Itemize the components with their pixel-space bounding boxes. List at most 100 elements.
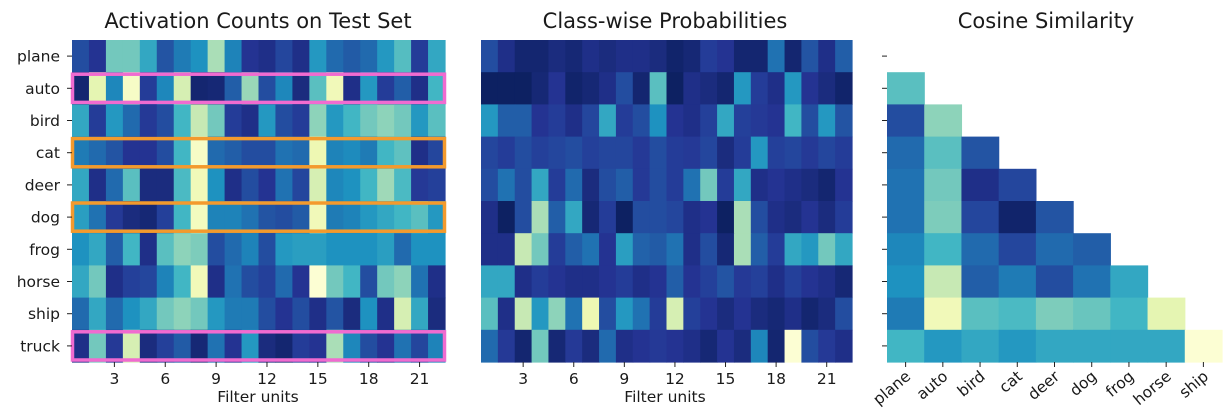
heatmap-cell bbox=[156, 40, 175, 73]
y-tick-label: horse bbox=[17, 273, 60, 291]
heatmap-cell bbox=[961, 201, 1000, 234]
heatmap-cell bbox=[309, 201, 327, 234]
row-highlight-box bbox=[70, 72, 447, 105]
heatmap-cell bbox=[801, 233, 819, 266]
heatmap-cell bbox=[377, 136, 395, 170]
heatmap-cell bbox=[360, 40, 378, 73]
heatmap-cell bbox=[582, 265, 600, 299]
heatmap-cell bbox=[717, 168, 735, 202]
heatmap-cell bbox=[615, 297, 634, 331]
heatmap-cell bbox=[1110, 265, 1149, 299]
heatmap-cell bbox=[887, 329, 925, 363]
heatmap-cell bbox=[88, 136, 107, 170]
x-tick-label: dog bbox=[1066, 367, 1100, 400]
heatmap-cell bbox=[377, 201, 395, 234]
heatmap-cell bbox=[241, 136, 260, 170]
heatmap-cell bbox=[717, 329, 735, 363]
heatmap-cell bbox=[173, 201, 192, 234]
heatmap-cell bbox=[514, 104, 533, 138]
heatmap-cell bbox=[683, 40, 701, 73]
heatmap-cell bbox=[531, 168, 550, 202]
heatmap-cell bbox=[784, 104, 803, 138]
heatmap-cell bbox=[514, 233, 533, 266]
heatmap-cell bbox=[818, 201, 836, 234]
heatmap-cell bbox=[717, 201, 735, 234]
heatmap-cell bbox=[683, 136, 701, 170]
heatmap-cell bbox=[105, 233, 124, 266]
heatmap-cell bbox=[241, 265, 260, 299]
heatmap-cell bbox=[481, 265, 499, 299]
heatmap-cell bbox=[105, 297, 124, 331]
heatmap-cell bbox=[207, 201, 226, 234]
heatmap-cell bbox=[497, 72, 516, 105]
heatmap-cell bbox=[207, 104, 226, 138]
heatmap-cell bbox=[394, 201, 412, 234]
heatmap-cell bbox=[514, 136, 533, 170]
heatmap-cell bbox=[326, 40, 344, 73]
heatmap-cell bbox=[835, 168, 853, 202]
heatmap-cell bbox=[241, 104, 260, 138]
heatmap-cell bbox=[139, 40, 158, 73]
x-tick-label: horse bbox=[1130, 367, 1175, 409]
heatmap-cell bbox=[615, 72, 634, 105]
heatmap-cell bbox=[683, 297, 701, 331]
heatmap-cell bbox=[122, 329, 141, 363]
heatmap-cell bbox=[394, 297, 412, 331]
heatmap-cell bbox=[683, 168, 701, 202]
heatmap-cell bbox=[343, 168, 361, 202]
heatmap-cell bbox=[887, 233, 925, 266]
heatmap-cell bbox=[122, 168, 141, 202]
heatmap-cell bbox=[767, 136, 786, 170]
heatmap-cell bbox=[649, 104, 668, 138]
heatmap-cell bbox=[105, 136, 124, 170]
heatmap-cell bbox=[377, 265, 395, 299]
heatmap-cell bbox=[156, 168, 175, 202]
heatmap-cell bbox=[309, 233, 327, 266]
heatmap-cell bbox=[1035, 201, 1074, 234]
heatmap-cell bbox=[666, 40, 684, 73]
heatmap-cell bbox=[343, 233, 361, 266]
heatmap-cell bbox=[750, 168, 769, 202]
heatmap-cell bbox=[394, 168, 412, 202]
heatmap-cell bbox=[428, 104, 446, 138]
heatmap-cell bbox=[309, 40, 327, 73]
heatmap-cell bbox=[649, 136, 668, 170]
heatmap-cell bbox=[666, 297, 684, 331]
activation-counts-panel: Activation Counts on Test Set plane auto b… bbox=[17, 9, 447, 406]
heatmap-cell bbox=[428, 136, 446, 170]
heatmap-cell bbox=[582, 40, 600, 73]
heatmap-cell bbox=[360, 201, 378, 234]
heatmap-cell bbox=[750, 233, 769, 266]
heatmap-cell bbox=[428, 201, 446, 234]
heatmap-cell bbox=[750, 72, 769, 105]
heatmap-cell bbox=[88, 168, 107, 202]
heatmap-cell bbox=[1184, 329, 1223, 363]
heatmap-cell bbox=[258, 265, 277, 299]
heatmap-cell bbox=[801, 136, 819, 170]
heatmap-cell bbox=[139, 72, 158, 105]
heatmap-cell bbox=[961, 297, 1000, 331]
heatmap-cell bbox=[784, 329, 803, 363]
heatmap-cell bbox=[632, 233, 651, 266]
heatmap-cell bbox=[818, 136, 836, 170]
heatmap-cell bbox=[122, 201, 141, 234]
heatmap-cell bbox=[224, 201, 243, 234]
heatmap-cell bbox=[105, 168, 124, 202]
heatmap-cell bbox=[767, 168, 786, 202]
heatmap-cell bbox=[377, 40, 395, 73]
y-tick-label: auto bbox=[25, 80, 60, 98]
heatmap-cell bbox=[565, 233, 583, 266]
heatmap-cell bbox=[309, 136, 327, 170]
heatmap-cell bbox=[173, 297, 192, 331]
heatmap-cell bbox=[924, 201, 963, 234]
heatmap-cell bbox=[224, 265, 243, 299]
heatmap-cell bbox=[924, 168, 963, 202]
heatmap-cell bbox=[275, 40, 293, 73]
heatmap-cell bbox=[105, 201, 124, 234]
heatmap-cell bbox=[961, 265, 1000, 299]
heatmap-cell bbox=[343, 40, 361, 73]
x-tick-label: 12 bbox=[665, 370, 685, 388]
heatmap-cell bbox=[224, 136, 243, 170]
heatmap-cell bbox=[411, 329, 429, 363]
